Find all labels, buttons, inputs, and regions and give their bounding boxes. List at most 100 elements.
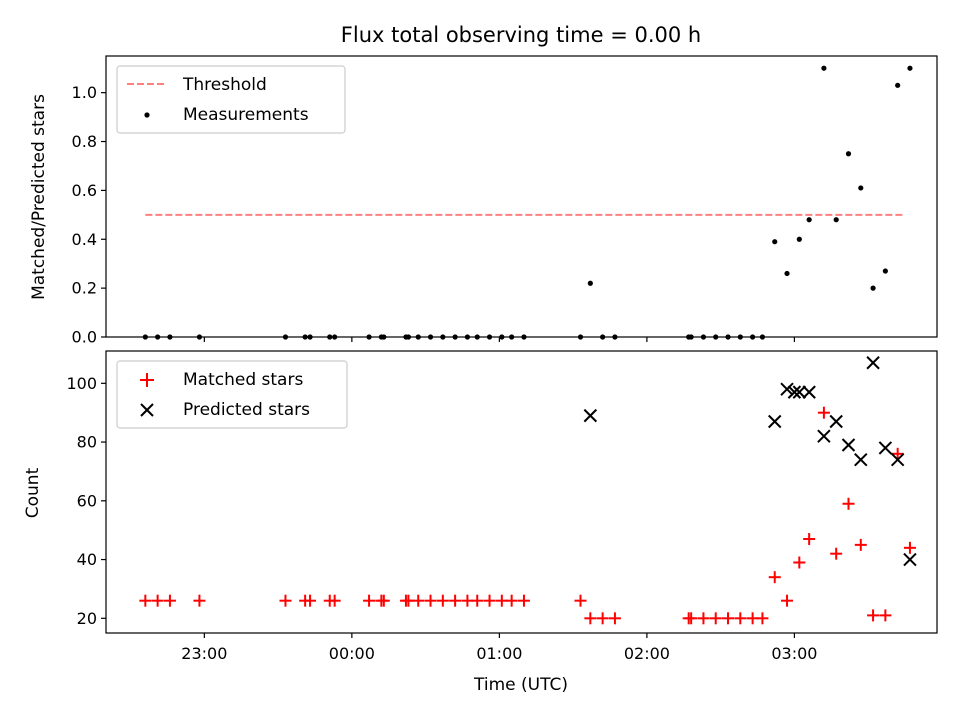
- measurement-point: [327, 334, 333, 340]
- measurement-point: [427, 334, 434, 340]
- series-matched-stars: [139, 406, 916, 625]
- matched-point: [505, 594, 518, 607]
- matched-point: [377, 594, 390, 607]
- x-axis-label: Time (UTC): [473, 675, 568, 695]
- series-predicted-stars: [583, 356, 917, 567]
- predicted-legend-label: Predicted stars: [183, 400, 310, 420]
- measurement-point: [821, 65, 827, 71]
- matched-point: [471, 594, 484, 607]
- matched-point: [139, 594, 152, 607]
- measurement-point: [600, 334, 606, 340]
- bottom-y-ticks: 20 40 60 80 100: [66, 374, 106, 628]
- measurement-point: [142, 334, 148, 340]
- top-legend-box: [116, 65, 346, 134]
- y-tick-label: 0.2: [72, 279, 97, 298]
- measurement-point: [858, 185, 864, 191]
- y-tick-label: 0.4: [72, 230, 97, 249]
- x-tick-label: 23:00: [181, 644, 227, 663]
- y-tick-label: 100: [66, 374, 97, 393]
- predicted-point: [792, 385, 807, 399]
- predicted-point: [841, 438, 856, 452]
- predicted-legend-swatch: [140, 403, 154, 417]
- matched-point: [817, 406, 830, 419]
- matched-legend-swatch: [140, 373, 154, 387]
- measurement-point: [155, 334, 161, 340]
- matched-point: [279, 594, 292, 607]
- top-legend: Threshold Measurements: [116, 65, 346, 134]
- measurement-point: [612, 334, 618, 340]
- y-tick-label: 20: [77, 609, 97, 628]
- measurement-point: [167, 334, 173, 340]
- top-series: [142, 65, 913, 340]
- predicted-point: [780, 382, 794, 396]
- predicted-point: [854, 452, 868, 467]
- matched-point: [584, 612, 597, 625]
- matched-point: [608, 612, 621, 625]
- matched-point: [193, 594, 206, 607]
- measurement-point: [452, 334, 458, 340]
- matched-point: [328, 594, 341, 607]
- measurement-point: [737, 334, 743, 340]
- measurement-point: [464, 334, 471, 340]
- measurement-point: [587, 280, 593, 286]
- matched-point: [842, 497, 855, 510]
- matched-point: [697, 612, 710, 625]
- measurement-point: [845, 151, 852, 157]
- x-tick-label: 01:00: [476, 644, 522, 663]
- matched-point: [891, 447, 904, 460]
- measurement-point: [381, 334, 387, 340]
- top-y-ticks: 0.0 0.2 0.4 0.6 0.8 1.0: [72, 83, 106, 347]
- y-tick-label: 80: [77, 433, 97, 452]
- measurement-point: [196, 334, 203, 340]
- matched-point: [363, 594, 376, 607]
- y-tick-label: 40: [77, 550, 97, 569]
- matched-point: [574, 594, 587, 607]
- measurement-point: [486, 334, 493, 340]
- measurement-point: [282, 334, 289, 340]
- matched-legend-label: Matched stars: [183, 370, 303, 390]
- measurements-legend-label: Measurements: [183, 105, 309, 125]
- measurement-point: [509, 334, 515, 340]
- matched-point: [830, 547, 843, 560]
- measurement-point: [725, 334, 731, 340]
- bottom-y-axis-label: Count: [23, 467, 43, 518]
- matched-point: [163, 594, 176, 607]
- predicted-point: [768, 414, 782, 429]
- matched-point: [412, 594, 425, 607]
- x-tick-label: 00:00: [329, 644, 375, 663]
- matched-point: [734, 612, 747, 625]
- x-tick-label: 02:00: [624, 644, 670, 663]
- matched-point: [436, 594, 449, 607]
- measurement-point: [474, 334, 480, 340]
- measurement-point: [405, 334, 412, 340]
- chart-title: Flux total observing time = 0.00 h: [341, 23, 701, 47]
- matched-point: [449, 594, 462, 607]
- matched-point: [781, 594, 794, 607]
- matched-point: [424, 594, 437, 607]
- measurement-point: [784, 270, 790, 277]
- predicted-point: [829, 414, 843, 429]
- measurement-point: [772, 239, 778, 245]
- y-tick-label: 0.6: [72, 181, 97, 200]
- y-tick-label: 60: [77, 491, 97, 510]
- predicted-point: [583, 408, 598, 423]
- predicted-point: [817, 429, 831, 443]
- measurement-point: [302, 334, 308, 340]
- predicted-point: [903, 552, 917, 567]
- measurement-point: [895, 82, 901, 88]
- y-tick-label: 0.8: [72, 132, 97, 151]
- measurement-point: [521, 334, 527, 340]
- matched-point: [793, 556, 806, 569]
- measurement-point: [577, 334, 584, 340]
- matched-point: [151, 594, 164, 607]
- measurement-point: [870, 285, 876, 291]
- predicted-point: [787, 385, 802, 399]
- matched-point: [803, 533, 816, 545]
- bottom-series: [139, 356, 917, 625]
- predicted-point: [866, 356, 880, 370]
- bottom-panel: 20 40 60 80 100 23:00 00:00 01:00 02:00 03:00 Co…: [23, 350, 938, 695]
- measurement-point: [882, 268, 888, 274]
- matched-point: [867, 609, 880, 622]
- top-panel: 0.0 0.2 0.4 0.6 0.8 1.0 Matched/Predicted sta…: [29, 55, 938, 347]
